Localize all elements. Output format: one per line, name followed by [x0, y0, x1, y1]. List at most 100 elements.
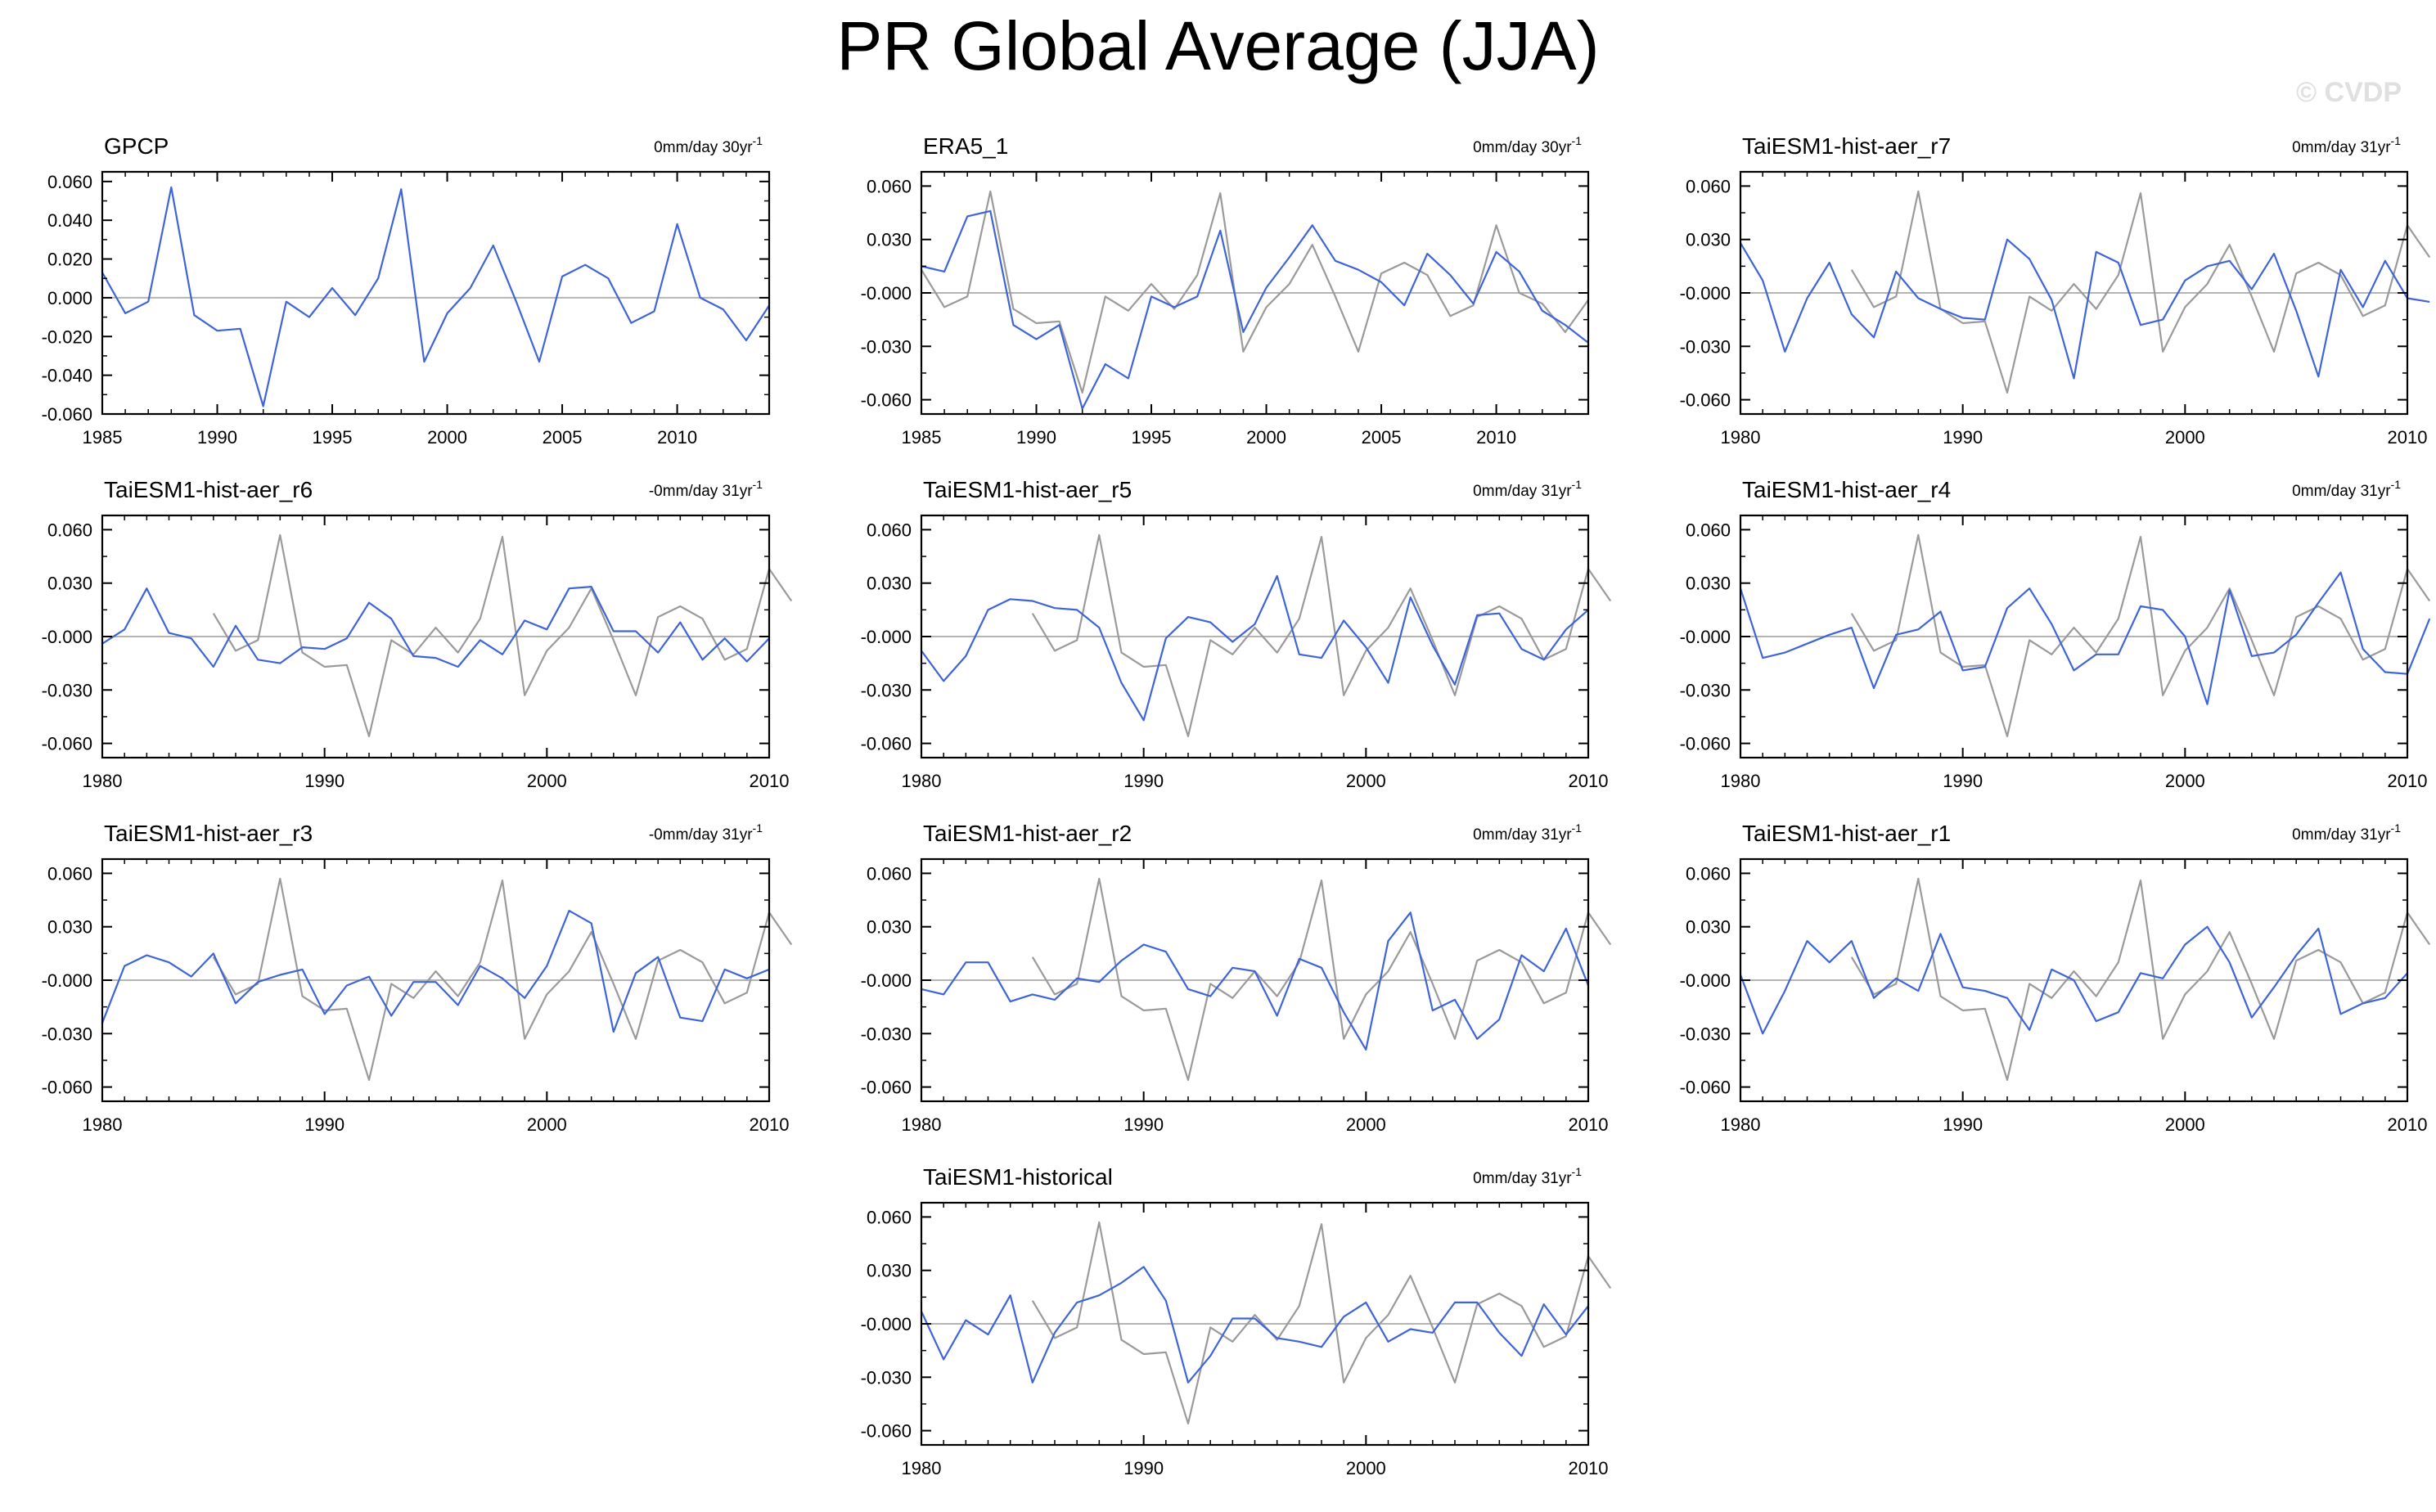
x-tick-label: 2010: [750, 1114, 790, 1135]
y-tick-label: 0.020: [47, 250, 92, 270]
chart-panel: -0.060 -0.030 -0.000 0.030 0.060 1980 1990 2000…: [1680, 133, 2431, 448]
y-tick-label: -0.040: [42, 366, 92, 386]
trend-label: -0mm/day 31yr-1: [649, 478, 763, 500]
x-tick-label: 2010: [1476, 427, 1516, 448]
y-tick-label: -0.030: [42, 1024, 92, 1044]
panel-title: ERA5_1: [923, 133, 1008, 159]
trend-label: 0mm/day 31yr-1: [2292, 821, 2401, 844]
y-tick-label: -0.060: [1680, 1078, 1731, 1098]
x-tick-label: 1990: [1123, 771, 1164, 791]
y-tick-label: -0.030: [1680, 336, 1731, 357]
series-line-TaiESM1-hist-aer_r7: [1740, 238, 2430, 380]
trend-label: -0mm/day 31yr-1: [649, 821, 763, 844]
y-tick-label: 0.060: [47, 172, 92, 192]
y-tick-label: -0.000: [861, 970, 912, 991]
series-line-TaiESM1-hist-aer_r2: [921, 911, 1590, 1051]
chart-panel: -0.060 -0.030 -0.000 0.030 0.060 1980 1990 2000…: [1680, 821, 2431, 1135]
trend-exponent: -1: [1572, 134, 1583, 147]
x-tick-label: 2005: [1362, 427, 1402, 448]
x-tick-label: 1990: [304, 1114, 344, 1135]
y-tick-label: -0.060: [42, 1078, 92, 1098]
trend-exponent: -1: [2391, 478, 2402, 491]
x-tick-label: 1980: [83, 1114, 123, 1135]
x-tick-label: 1985: [83, 427, 123, 448]
x-tick-label: 2010: [1569, 771, 1609, 791]
y-tick-label: 0.000: [47, 288, 92, 308]
y-tick-label: 0.030: [867, 574, 912, 594]
y-tick-label: 0.030: [47, 574, 92, 594]
x-tick-label: 2010: [2388, 427, 2428, 448]
series-line-GPCP: [212, 877, 793, 1082]
chart-panel: -0.060 -0.030 -0.000 0.030 0.060 1980 1990 2000…: [861, 477, 1612, 791]
y-tick-label: 0.030: [1686, 574, 1731, 594]
y-tick-label: -0.000: [861, 1314, 912, 1334]
panel-title: TaiESM1-hist-aer_r6: [104, 477, 313, 502]
x-tick-label: 1980: [1721, 771, 1761, 791]
x-tick-label: 1990: [1943, 427, 1983, 448]
y-tick-label: -0.030: [861, 1024, 912, 1044]
x-tick-label: 1990: [304, 771, 344, 791]
x-tick-label: 1985: [902, 427, 942, 448]
x-tick-label: 2010: [1569, 1114, 1609, 1135]
y-tick-label: 0.060: [1686, 863, 1731, 884]
x-tick-label: 2010: [2388, 771, 2428, 791]
x-tick-label: 1990: [1943, 771, 1983, 791]
trend-label: 0mm/day 30yr-1: [1473, 134, 1582, 156]
series-line-GPCP: [1850, 533, 2431, 738]
y-tick-label: -0.060: [861, 390, 912, 411]
y-tick-label: 0.040: [47, 210, 92, 231]
trend-exponent: -1: [2391, 821, 2402, 835]
x-tick-label: 1980: [1721, 1114, 1761, 1135]
series-line-TaiESM1-hist-aer_r6: [101, 585, 770, 668]
cvdp-watermark: © CVDP: [2296, 77, 2402, 108]
trend-exponent: -1: [1572, 478, 1583, 491]
y-tick-label: -0.030: [1680, 1024, 1731, 1044]
x-tick-label: 1980: [83, 771, 123, 791]
y-tick-label: -0.000: [861, 627, 912, 647]
chart-panel: -0.060 -0.040 -0.020 0.000 0.020 0.040 0.060 19…: [42, 133, 771, 448]
x-tick-label: 2000: [527, 771, 567, 791]
y-tick-label: -0.060: [861, 734, 912, 754]
trend-label: 0mm/day 31yr-1: [2292, 478, 2401, 500]
y-tick-label: -0.060: [42, 404, 92, 425]
series-line-TaiESM1-historical: [921, 1266, 1589, 1384]
series-line-TaiESM1-hist-aer_r3: [101, 909, 770, 1033]
panel-title: TaiESM1-hist-aer_r4: [1742, 477, 1951, 502]
y-tick-label: 0.060: [867, 520, 912, 540]
y-tick-label: 0.060: [1686, 176, 1731, 196]
x-tick-label: 2000: [1346, 1114, 1386, 1135]
x-tick-label: 2000: [527, 1114, 567, 1135]
plot-frame: [101, 170, 771, 416]
x-tick-label: 2000: [427, 427, 467, 448]
y-tick-label: -0.060: [861, 1421, 912, 1442]
x-tick-label: 2000: [2165, 427, 2205, 448]
y-tick-label: -0.000: [1680, 627, 1731, 647]
series-line-GPCP: [1850, 877, 2431, 1082]
series-line-ERA5_1: [921, 209, 1589, 410]
y-tick-label: 0.060: [867, 1207, 912, 1227]
chart-panel: -0.060 -0.030 -0.000 0.030 0.060 1980 1990 2000…: [42, 821, 793, 1135]
y-tick-label: -0.060: [1680, 390, 1731, 411]
trend-exponent: -1: [753, 478, 763, 491]
y-tick-label: -0.060: [1680, 734, 1731, 754]
y-tick-label: -0.020: [42, 326, 92, 347]
series-line-TaiESM1-hist-aer_r1: [1739, 925, 2408, 1035]
x-tick-label: 2000: [1346, 771, 1386, 791]
chart-panel: -0.060 -0.030 -0.000 0.030 0.060 1980 1990 2000…: [861, 821, 1612, 1135]
y-tick-label: -0.000: [1680, 970, 1731, 991]
x-tick-label: 1995: [313, 427, 353, 448]
y-tick-label: -0.030: [1680, 680, 1731, 700]
series-line-GPCP: [1031, 877, 1612, 1082]
trend-label: 0mm/day 31yr-1: [2292, 134, 2401, 156]
series-line-GPCP: [1031, 533, 1612, 738]
y-tick-label: -0.000: [861, 283, 912, 304]
trend-exponent: -1: [753, 134, 763, 147]
y-tick-label: 0.060: [867, 176, 912, 196]
trend-label: 0mm/day 31yr-1: [1473, 1165, 1582, 1187]
trend-label: 0mm/day 31yr-1: [1473, 478, 1582, 500]
series-line-TaiESM1-hist-aer_r5: [921, 574, 1589, 722]
x-tick-label: 2010: [2388, 1114, 2428, 1135]
x-tick-label: 1990: [1016, 427, 1056, 448]
y-tick-label: 0.060: [47, 520, 92, 540]
y-tick-label: -0.000: [42, 627, 92, 647]
